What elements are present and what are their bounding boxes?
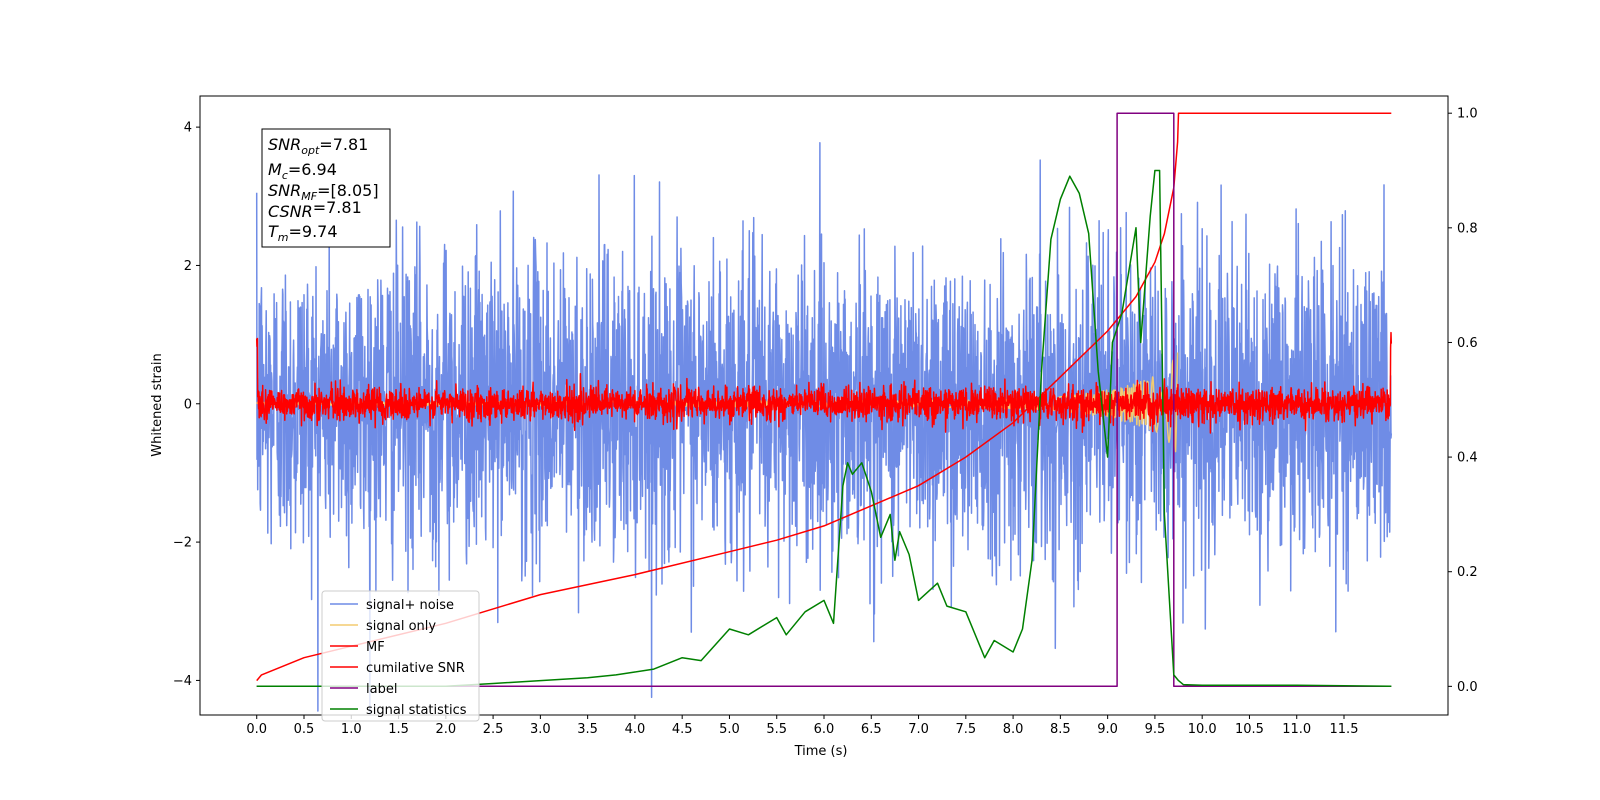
x-tick-label: 8.5 [1050,722,1071,737]
x-tick-label: 7.5 [955,722,976,737]
y-tick-label-right: 1.0 [1457,107,1478,122]
x-axis-label: Time (s) [794,744,848,759]
series-line-signal-statistics [256,169,1392,688]
annotation-line-snr-opt: SNRopt=7.81 [268,135,368,157]
legend-frame [321,590,480,722]
x-tick-label: 5.5 [766,722,787,737]
annotation-line-snr-mf: SNRMF=[8.05] [268,181,379,203]
y-tick-label-left: 4 [184,121,192,136]
x-tick-label: 2.0 [435,722,456,737]
annotation-value: =9.74 [289,222,338,241]
legend-label: MF [366,640,385,655]
x-tick-label: 1.0 [341,722,362,737]
axes-layer: 0.0 0.5 1.0 1.5 2.0 2.5 3.0 3.5 4.0 4.5 5.0 5.5 6.0 6… [173,107,1478,737]
legend-label: label [366,682,397,697]
annotation-subscript: m [278,231,289,244]
annotation-box: SNRopt=7.81 Mc=6.94 SNRMF=[8.05] CSNR=7.… [261,128,391,248]
x-tick-label: 11.0 [1282,722,1311,737]
annotation-value: =7.81 [313,198,362,217]
legend-label: signal only [366,619,436,634]
annotation-subscript: c [282,169,288,182]
y-tick-label-left: −2 [173,536,192,551]
annotation-value: =7.81 [319,135,368,154]
x-tick-label: 7.0 [908,722,929,737]
series-line-mf [255,331,1393,434]
x-tick-label: 8.0 [1003,722,1024,737]
x-tick-label: 1.5 [388,722,409,737]
x-tick-label: 4.5 [672,722,693,737]
x-tick-label: 6.5 [861,722,882,737]
x-tick-label: 9.5 [1145,722,1166,737]
legend-items: signal+ noise signal only MF cumilative SNR… [330,598,467,718]
annotation-value: =6.94 [288,160,337,179]
legend: signal+ noise signal only MF cumilative SNR… [321,590,480,722]
x-tick-label: 0.5 [294,722,315,737]
x-tick-label: 4.0 [625,722,646,737]
y-tick-label-left: 0 [184,397,192,412]
y-tick-label-right: 0.4 [1457,451,1478,466]
series-line-label [256,112,1392,688]
x-tick-label: 11.5 [1330,722,1359,737]
annotation-symbol: T [268,222,279,241]
legend-label: signal+ noise [366,598,454,613]
annotation-symbol: M [268,160,282,179]
y-tick-label-left: 2 [184,259,192,274]
x-tick-label: 0.0 [246,722,267,737]
annotation-symbol: CSNR [268,202,313,221]
annotation-line-tm: Tm=9.74 [268,222,338,244]
annotation-subscript: MF [301,190,317,203]
y-tick-label-right: 0.8 [1457,221,1478,236]
legend-label: signal statistics [366,703,467,718]
x-tick-label: 3.5 [577,722,598,737]
series-line-signal-noise [255,142,1393,715]
y-tick-label-right: 0.2 [1457,565,1478,580]
annotation-symbol: SNR [268,135,301,154]
x-tick-label: 10.0 [1188,722,1217,737]
annotation-line-chirp-mass: Mc=6.94 [268,160,337,182]
x-tick-label: 6.0 [814,722,835,737]
x-tick-label: 3.0 [530,722,551,737]
annotation-frame [261,128,391,248]
x-tick-label: 2.5 [483,722,504,737]
y-tick-label-left: −4 [173,674,192,689]
y-tick-label-right: 0.6 [1457,336,1478,351]
x-tick-label: 5.0 [719,722,740,737]
y-axis-label-left: Whitened strain [150,353,165,456]
annotation-subscript: opt [301,144,320,157]
annotation-value: =[8.05] [317,181,379,200]
x-tick-label: 10.5 [1235,722,1264,737]
legend-label: cumilative SNR [366,661,465,676]
annotation-line-csnr: CSNR=7.81 [268,198,362,221]
annotation-symbol: SNR [268,181,301,200]
x-tick-label: 9.0 [1097,722,1118,737]
y-tick-label-right: 0.0 [1457,680,1478,695]
